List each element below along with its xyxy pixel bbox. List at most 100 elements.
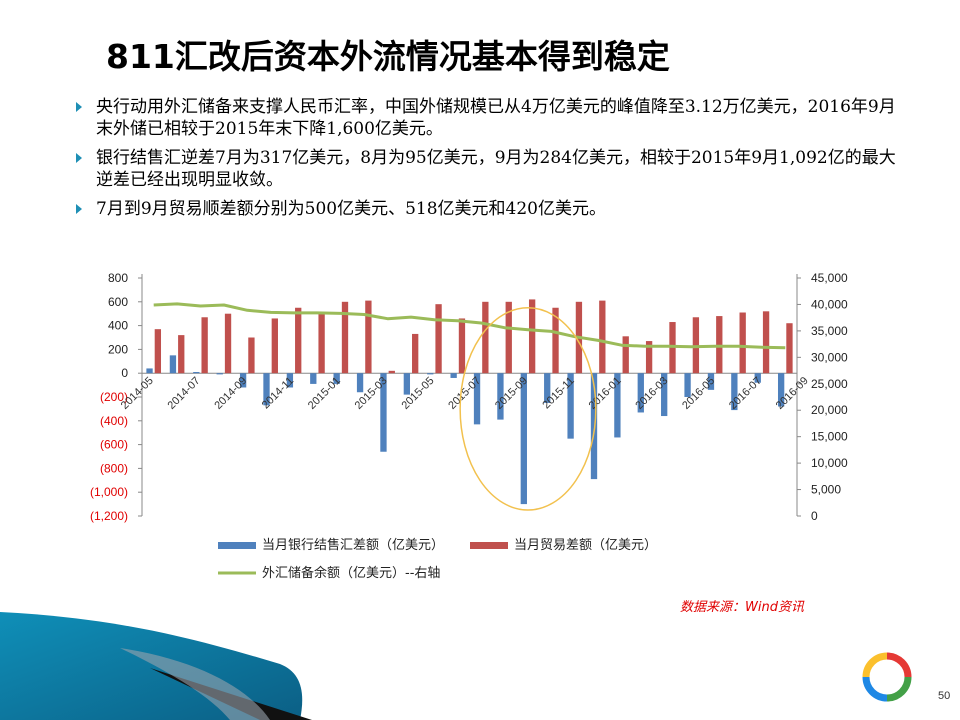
bank-settlement-bar: [544, 373, 551, 403]
page-number: 50: [938, 690, 951, 702]
grey-wedge-shape: [120, 648, 270, 720]
company-logo-icon: [862, 652, 912, 702]
bank-settlement-bar: [263, 373, 270, 406]
bullet-text: 央行动用外汇储备来支撑人民币汇率，中国外储规模已从4万亿美元的峰值降至3.12万…: [96, 97, 896, 139]
trade-balance-bar: [248, 337, 255, 374]
bullet-text: 7月到9月贸易顺差额分别为500亿美元、518亿美元和420亿美元。: [96, 199, 606, 219]
left-axis-tick-label: (400): [100, 414, 128, 428]
fx-reserve-line: [153, 302, 786, 350]
legend-trade-swatch: [470, 542, 508, 549]
trade-balance-bar: [201, 317, 208, 374]
bank-settlement-bar: [684, 373, 691, 397]
bank-settlement-bar: [333, 373, 340, 384]
bank-settlement-bar: [707, 373, 715, 390]
left-axis-tick-label: 800: [108, 271, 128, 285]
trade-balance-bar: [412, 333, 419, 374]
trade-balance-bar: [786, 323, 793, 374]
trade-balance-bar: [435, 304, 442, 374]
bullet-arrow-icon: [76, 153, 82, 163]
trade-balance-bar: [552, 307, 559, 374]
trade-balance-bar: [739, 312, 746, 374]
bank-settlement-bar: [497, 373, 504, 420]
left-axis-tick-label: 400: [108, 319, 128, 333]
legend-reserve-label: 外汇储备余额（亿美元）--右轴: [262, 565, 440, 581]
trade-balance-bar: [622, 336, 629, 374]
trade-balance-bar: [178, 335, 185, 374]
slide-title: 811汇改后资本外流情况基本得到稳定: [106, 37, 670, 76]
highlight-ellipse: [459, 307, 597, 511]
bank-settlement-bar: [450, 373, 457, 378]
bullet-item-1: 央行动用外汇储备来支撑人民币汇率，中国外储规模已从4万亿美元的峰值降至3.12万…: [72, 96, 912, 140]
trade-balance-bar: [528, 299, 536, 374]
bank-settlement-bar: [286, 373, 294, 388]
left-axis-tick-label: (1,000): [90, 485, 128, 499]
bank-settlement-bar: [754, 373, 761, 383]
trade-balance-bar: [341, 301, 349, 374]
bullet-list: 央行动用外汇储备来支撑人民币汇率，中国外储规模已从4万亿美元的峰值降至3.12万…: [72, 96, 912, 227]
combo-chart: 800 600 400 200 0 (200) (400) (600) (800) (1,000)…: [90, 271, 848, 581]
trade-balance-bar: [482, 301, 489, 374]
bullet-arrow-icon: [76, 204, 82, 214]
right-axis-tick-label: 30,000: [811, 350, 848, 364]
trade-balance-bar: [271, 318, 278, 374]
data-source-note: 数据来源：Wind资讯: [680, 600, 804, 615]
bank-settlement-bar: [239, 373, 247, 388]
bank-settlement-bar: [216, 373, 223, 375]
bank-settlement-bar: [356, 373, 364, 393]
bank-settlement-bar: [403, 373, 411, 395]
left-axis-tick-label: (600): [100, 438, 128, 452]
trade-balance-bar: [388, 370, 395, 374]
trade-balance-bar: [318, 313, 325, 374]
bullet-arrow-icon: [76, 102, 82, 112]
bank-settlement-bar: [661, 373, 668, 417]
legend-bank-swatch: [218, 542, 256, 549]
bank-settlement-bar: [637, 373, 644, 413]
bank-settlement-bar: [614, 373, 621, 438]
bank-settlement-bar: [567, 373, 574, 439]
trade-balance-bar: [762, 311, 770, 374]
bank-settlement-bar: [169, 355, 177, 374]
right-axis-tick-label: 25,000: [811, 377, 848, 391]
trade-balance-bar: [716, 316, 723, 374]
trade-balance-bar: [295, 307, 302, 374]
right-axis-tick-label: 40,000: [811, 297, 848, 311]
bank-settlement-bar: [380, 373, 387, 452]
left-axis-tick-label: (1,200): [90, 509, 128, 523]
bullet-item-3: 7月到9月贸易顺差额分别为500亿美元、518亿美元和420亿美元。: [72, 198, 912, 220]
x-axis-tick-label: 2014-07: [166, 375, 203, 412]
trade-balance-bar: [458, 318, 466, 374]
bank-settlement-bar: [731, 373, 738, 411]
right-axis-tick-label: 45,000: [811, 271, 848, 285]
right-axis-tick-label: 0: [811, 509, 818, 523]
bullet-item-2: 银行结售汇逆差7月为317亿美元，8月为95亿美元，9月为284亿美元，相较于2…: [72, 147, 912, 191]
trade-balance-bar: [599, 300, 606, 374]
trade-balance-bar: [224, 313, 232, 374]
bank-settlement-bar: [473, 373, 481, 425]
trade-balance-bar: [645, 341, 653, 374]
trade-balance-bar: [505, 301, 512, 374]
bank-settlement-bar: [427, 373, 434, 375]
bank-settlement-bar: [520, 373, 527, 505]
right-axis-tick-label: 35,000: [811, 324, 848, 338]
bank-settlement-bar: [310, 373, 317, 384]
left-axis-tick-label: 200: [108, 342, 128, 356]
bank-settlement-bar: [193, 372, 200, 374]
right-axis-tick-label: 5,000: [811, 483, 841, 497]
left-axis-tick-label: (800): [100, 461, 128, 475]
left-axis-tick-label: (200): [100, 390, 128, 404]
right-axis-tick-label: 15,000: [811, 430, 848, 444]
left-axis-tick-label: 600: [108, 295, 128, 309]
x-axis-tick-label: 2014-09: [212, 375, 249, 412]
trade-balance-bar: [154, 329, 162, 374]
bank-settlement-bar: [777, 373, 785, 407]
bank-settlement-bar: [590, 373, 598, 480]
bullet-text: 银行结售汇逆差7月为317亿美元，8月为95亿美元，9月为284亿美元，相较于2…: [96, 148, 896, 190]
bank-settlement-bar: [146, 368, 153, 374]
legend-bank-label: 当月银行结售汇差额（亿美元）: [262, 537, 444, 553]
right-axis-tick-label: 10,000: [811, 456, 848, 470]
legend-trade-label: 当月贸易差额（亿美元）: [514, 538, 657, 553]
trade-balance-bar: [365, 300, 372, 374]
left-axis-tick-label: 0: [121, 366, 128, 380]
right-axis-tick-label: 20,000: [811, 403, 848, 417]
